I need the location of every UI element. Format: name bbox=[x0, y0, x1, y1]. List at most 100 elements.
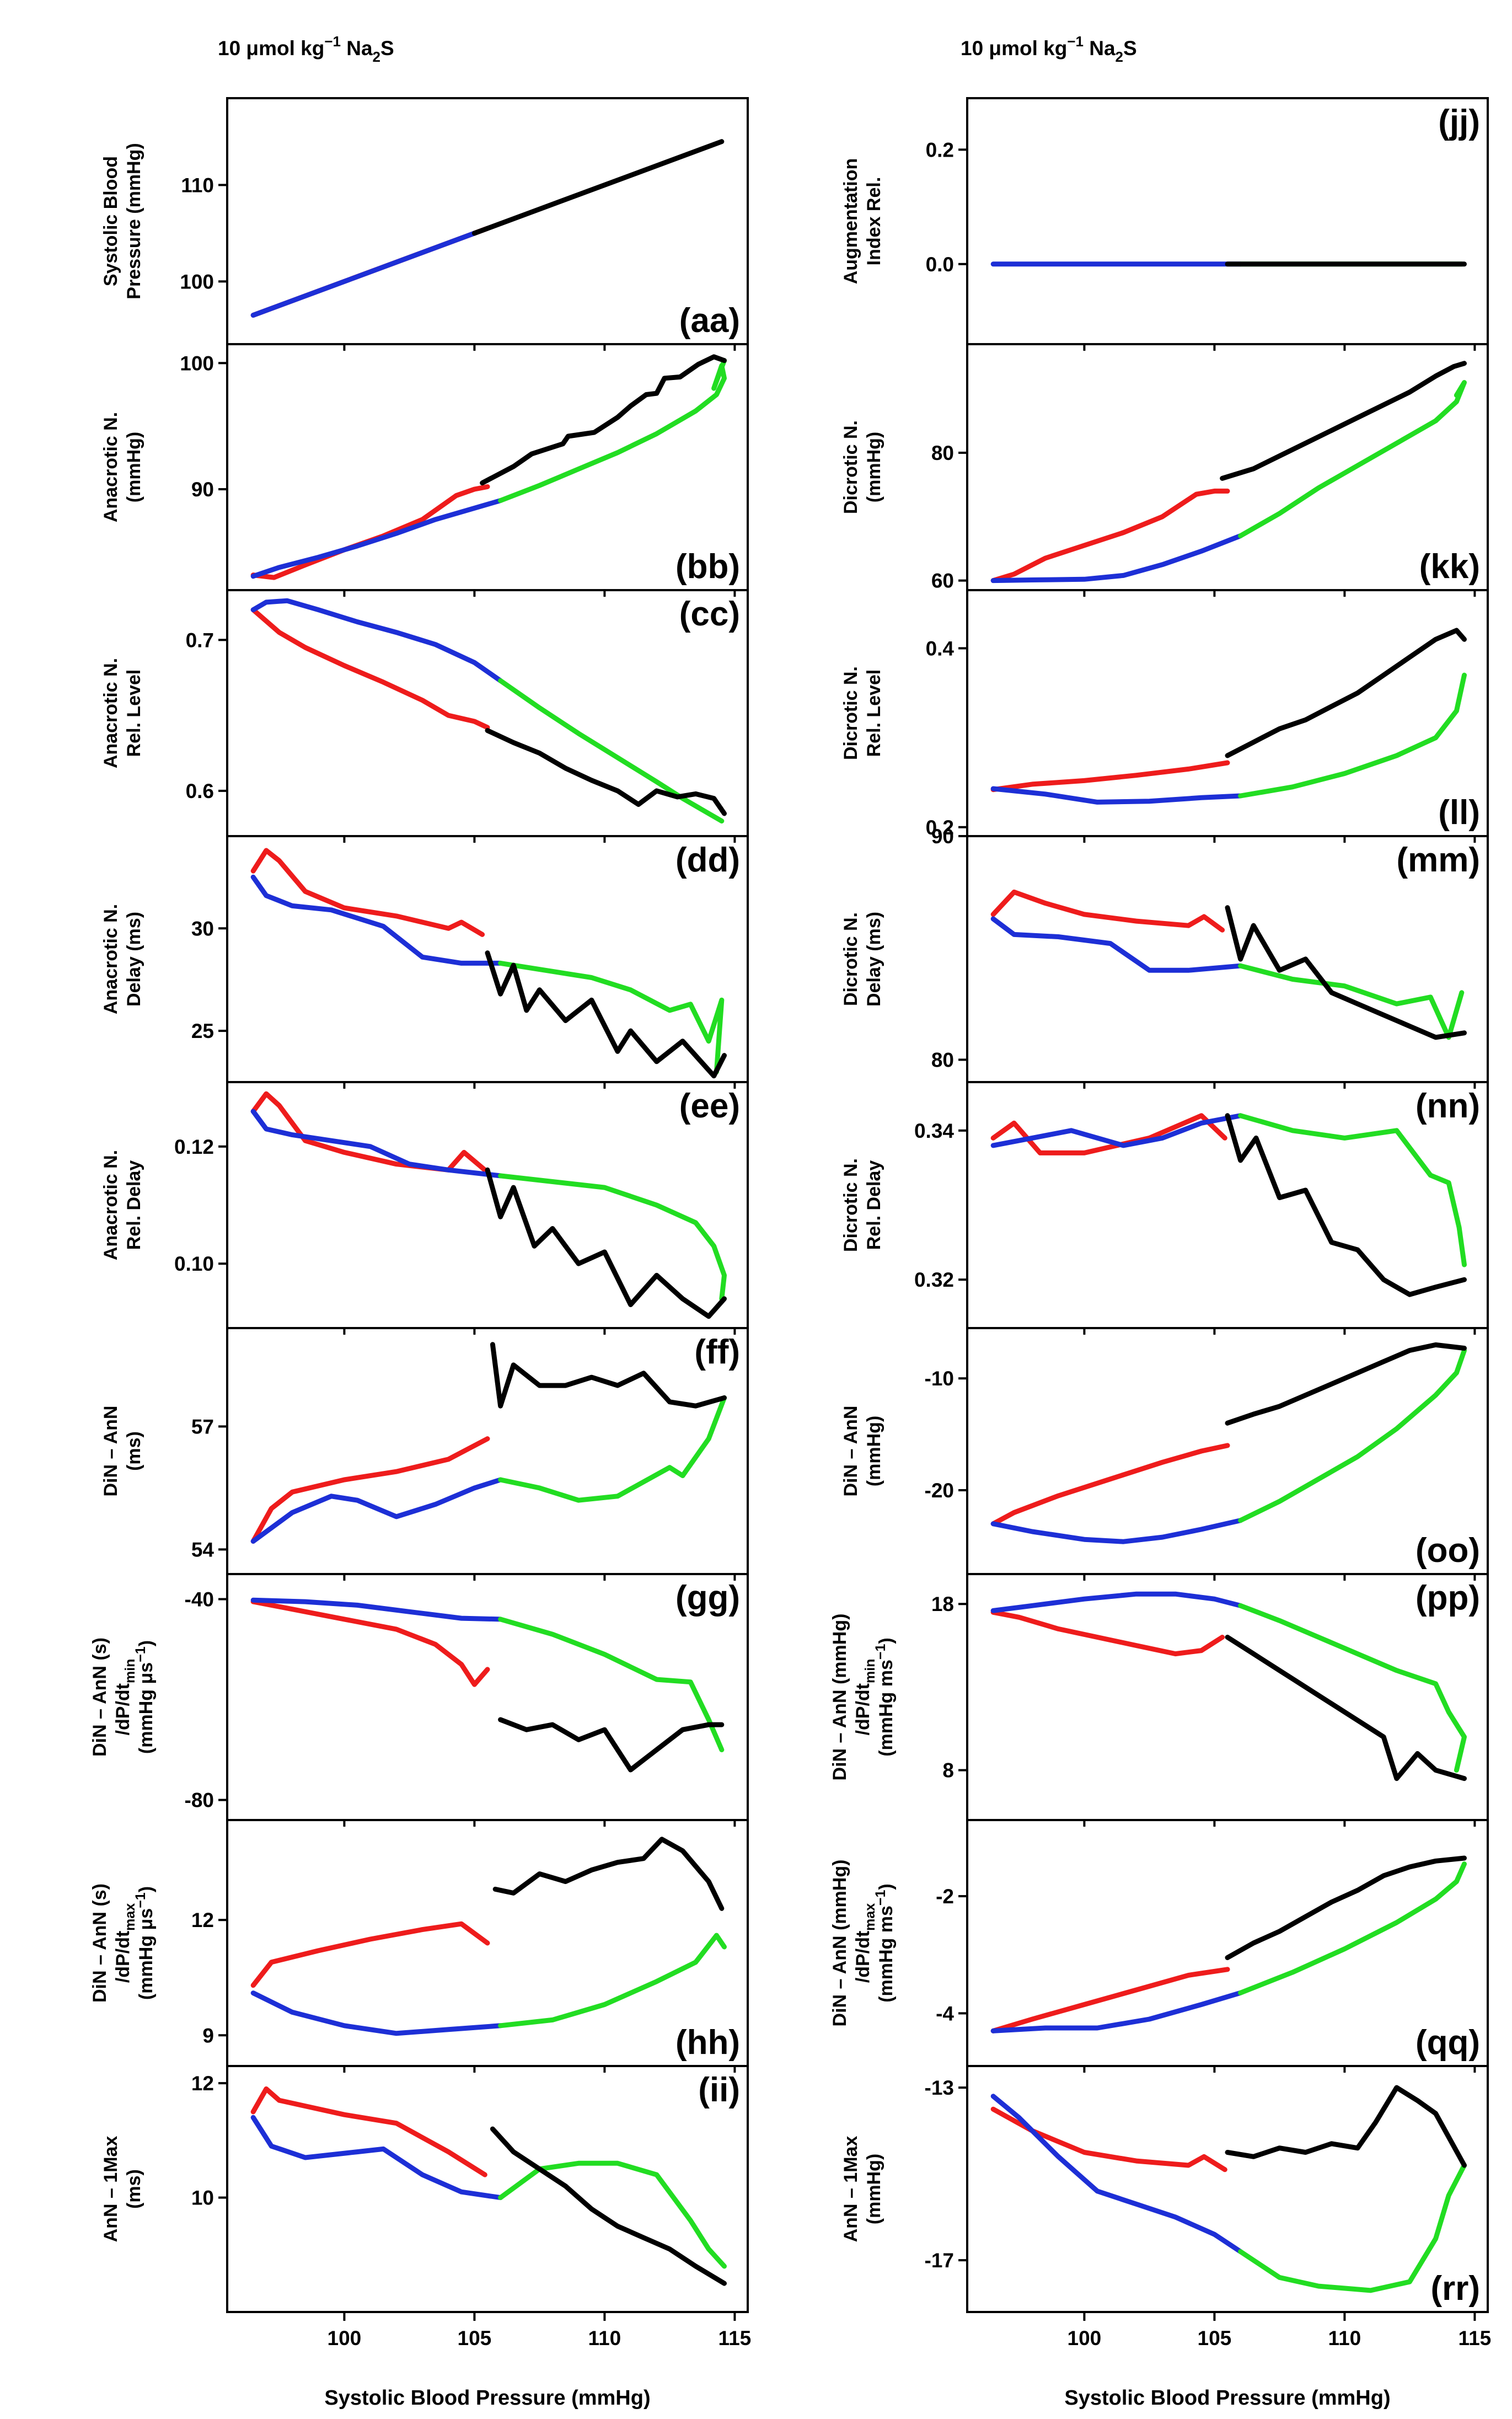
y-axis-label-qq-line2: /dP/dtmax bbox=[852, 1903, 878, 1983]
y-axis-label-kk-line2: (mmHg) bbox=[864, 432, 884, 502]
panel-ff: 54 57 (ff) DiN – AnN (ms) bbox=[100, 1327, 749, 1581]
y-axis-label-kk-line1: Dicrotic N. bbox=[840, 420, 861, 514]
column-title-left: 10 μmol kg−1 Na2S bbox=[218, 33, 394, 65]
y-axis-label-pp-line1: DiN – AnN (mmHg) bbox=[829, 1614, 850, 1781]
series-group-ll bbox=[990, 628, 1467, 805]
series-group-qq bbox=[990, 1855, 1467, 2033]
panel-mm: 80 90 (mm) Dicrotic N. Delay (ms) bbox=[840, 825, 1489, 1089]
y-tick-label-rr: -17 bbox=[925, 2249, 954, 2272]
series-pp-black bbox=[1225, 1635, 1467, 1781]
series-aa-black bbox=[471, 139, 725, 236]
y-axis-label-ii-line2: (ms) bbox=[124, 2169, 144, 2209]
panel-rr: -17 -13 100 105 110 115 (rr) AnN – 1Max (mmHg) bbox=[840, 2065, 1492, 2350]
y-axis-label-aa-line2: Pressure (mmHg) bbox=[124, 143, 144, 299]
y-tick-label-jj: 0.0 bbox=[926, 253, 954, 276]
y-axis-label-dd-line2: Delay (ms) bbox=[124, 912, 144, 1007]
y-axis-label-bb-line2: (mmHg) bbox=[124, 432, 144, 502]
series-qq-green bbox=[1238, 1861, 1467, 1995]
y-tick-label-ll: 0.2 bbox=[926, 816, 954, 839]
y-tick-label-rr: -13 bbox=[925, 2077, 954, 2099]
series-hh-black bbox=[492, 1837, 725, 1911]
series-ee-blue bbox=[250, 1109, 503, 1179]
series-ff-black bbox=[490, 1342, 727, 1409]
plot-frame-cc bbox=[226, 589, 749, 837]
series-bb-green bbox=[498, 358, 727, 504]
plot-frame-ee bbox=[226, 1081, 749, 1329]
series-nn-black bbox=[1225, 1113, 1467, 1297]
series-qq-black bbox=[1225, 1855, 1467, 1960]
series-kk-black bbox=[1220, 361, 1467, 481]
x-axis-label-right: Systolic Blood Pressure (mmHg) bbox=[1064, 2386, 1390, 2410]
series-nn-red bbox=[990, 1113, 1227, 1155]
series-qq-blue bbox=[990, 1990, 1243, 2033]
panel-ll: 0.2 0.4 (ll) Dicrotic N. Rel. Level bbox=[840, 589, 1489, 843]
plot-frame-pp bbox=[966, 1573, 1489, 1821]
y-axis-label-hh-line3: (mmHg μs−1) bbox=[133, 1886, 157, 2000]
y-axis-label-aa-line1: Systolic Blood bbox=[100, 156, 121, 286]
x-tick-label-rr: 110 bbox=[1328, 2327, 1361, 2350]
series-ee-red bbox=[250, 1091, 487, 1173]
y-tick-label-oo: -20 bbox=[925, 1479, 954, 1502]
y-axis-label-pp-line3: (mmHg ms−1) bbox=[873, 1637, 897, 1757]
y-axis-label-oo-line2: (mmHg) bbox=[864, 1416, 884, 1486]
panel-ee: 0.10 0.12 (ee) Anacrotic N. Rel. Delay bbox=[100, 1081, 749, 1335]
series-hh-red bbox=[250, 1921, 490, 1988]
y-axis-label-ee-line1: Anacrotic N. bbox=[100, 1150, 121, 1260]
series-group-ff bbox=[250, 1342, 727, 1544]
y-tick-label-qq: -4 bbox=[936, 2002, 954, 2025]
series-rr-red bbox=[990, 2106, 1227, 2172]
panel-aa: 100 110 (aa) Systolic Blood Pressure (mmHg) bbox=[100, 97, 749, 351]
y-axis-label-dd-line1: Anacrotic N. bbox=[100, 904, 121, 1014]
series-hh-green bbox=[498, 1933, 727, 2029]
panel-label-gg: (gg) bbox=[675, 1579, 740, 1617]
series-nn-blue bbox=[990, 1113, 1243, 1148]
series-group-rr bbox=[990, 2085, 1467, 2293]
y-axis-label-mm-line2: Delay (ms) bbox=[864, 912, 884, 1007]
series-pp-green bbox=[1238, 1603, 1467, 1773]
x-tick-label-ii: 115 bbox=[719, 2327, 752, 2350]
panel-label-oo: (oo) bbox=[1416, 1532, 1480, 1570]
series-group-cc bbox=[250, 598, 727, 824]
series-bb-black bbox=[480, 354, 727, 486]
series-dd-red bbox=[250, 848, 485, 937]
panel-label-aa: (aa) bbox=[679, 302, 740, 340]
y-axis-label-gg-line3: (mmHg μs−1) bbox=[133, 1640, 157, 1754]
y-tick-label-aa: 110 bbox=[181, 174, 214, 196]
series-oo-red bbox=[990, 1443, 1230, 1527]
y-axis-label-hh-line2: /dP/dtmax bbox=[112, 1903, 138, 1983]
y-tick-label-jj: 0.2 bbox=[926, 138, 954, 161]
y-tick-label-cc: 0.6 bbox=[186, 780, 214, 802]
y-axis-label-pp-line2: /dP/dtmin bbox=[852, 1659, 878, 1736]
y-tick-label-nn: 0.34 bbox=[914, 1120, 954, 1142]
panel-label-hh: (hh) bbox=[675, 2024, 740, 2062]
series-ii-black bbox=[490, 2126, 727, 2286]
series-group-dd bbox=[250, 848, 727, 1079]
y-axis-label-mm-line1: Dicrotic N. bbox=[840, 912, 861, 1006]
panel-label-mm: (mm) bbox=[1396, 841, 1480, 879]
y-tick-label-hh: 9 bbox=[202, 2024, 214, 2047]
panel-nn: 0.32 0.34 (nn) Dicrotic N. Rel. Delay bbox=[840, 1081, 1489, 1335]
series-hh-blue bbox=[250, 1990, 503, 2036]
y-axis-label-jj-line2: Index Rel. bbox=[864, 177, 884, 266]
y-axis-label-ii-line1: AnN – 1Max bbox=[100, 2136, 121, 2243]
x-tick-label-rr: 115 bbox=[1459, 2327, 1492, 2350]
series-ll-green bbox=[1238, 672, 1467, 799]
series-group-gg bbox=[250, 1597, 725, 1773]
panel-qq: -4 -2 (qq) DiN – AnN (mmHg)/dP/dtmax(mmHg m… bbox=[829, 1819, 1489, 2073]
panels-group: 100 110 (aa) Systolic Blood Pressure (mmHg) 9… bbox=[89, 97, 1492, 2350]
y-tick-label-ll: 0.4 bbox=[926, 637, 955, 660]
series-ii-green bbox=[498, 2160, 727, 2269]
series-dd-blue bbox=[250, 874, 503, 966]
y-tick-label-ii: 12 bbox=[191, 2072, 214, 2095]
plot-frame-ff bbox=[226, 1327, 749, 1575]
y-tick-label-bb: 100 bbox=[180, 352, 214, 374]
y-axis-label-gg-line2: /dP/dtmin bbox=[112, 1659, 138, 1736]
series-ll-red bbox=[990, 760, 1230, 793]
panel-pp: 8 18 (pp) DiN – AnN (mmHg)/dP/dtmin(mmHg ms… bbox=[829, 1573, 1489, 1827]
panel-label-bb: (bb) bbox=[675, 548, 740, 586]
y-axis-label-hh-line1: DiN – AnN (s) bbox=[89, 1883, 110, 2003]
y-axis-label-rr-line1: AnN – 1Max bbox=[840, 2136, 861, 2243]
series-dd-green bbox=[498, 960, 725, 1074]
y-axis-label-ff-line2: (ms) bbox=[124, 1431, 144, 1471]
x-tick-label-ii: 100 bbox=[328, 2327, 362, 2350]
